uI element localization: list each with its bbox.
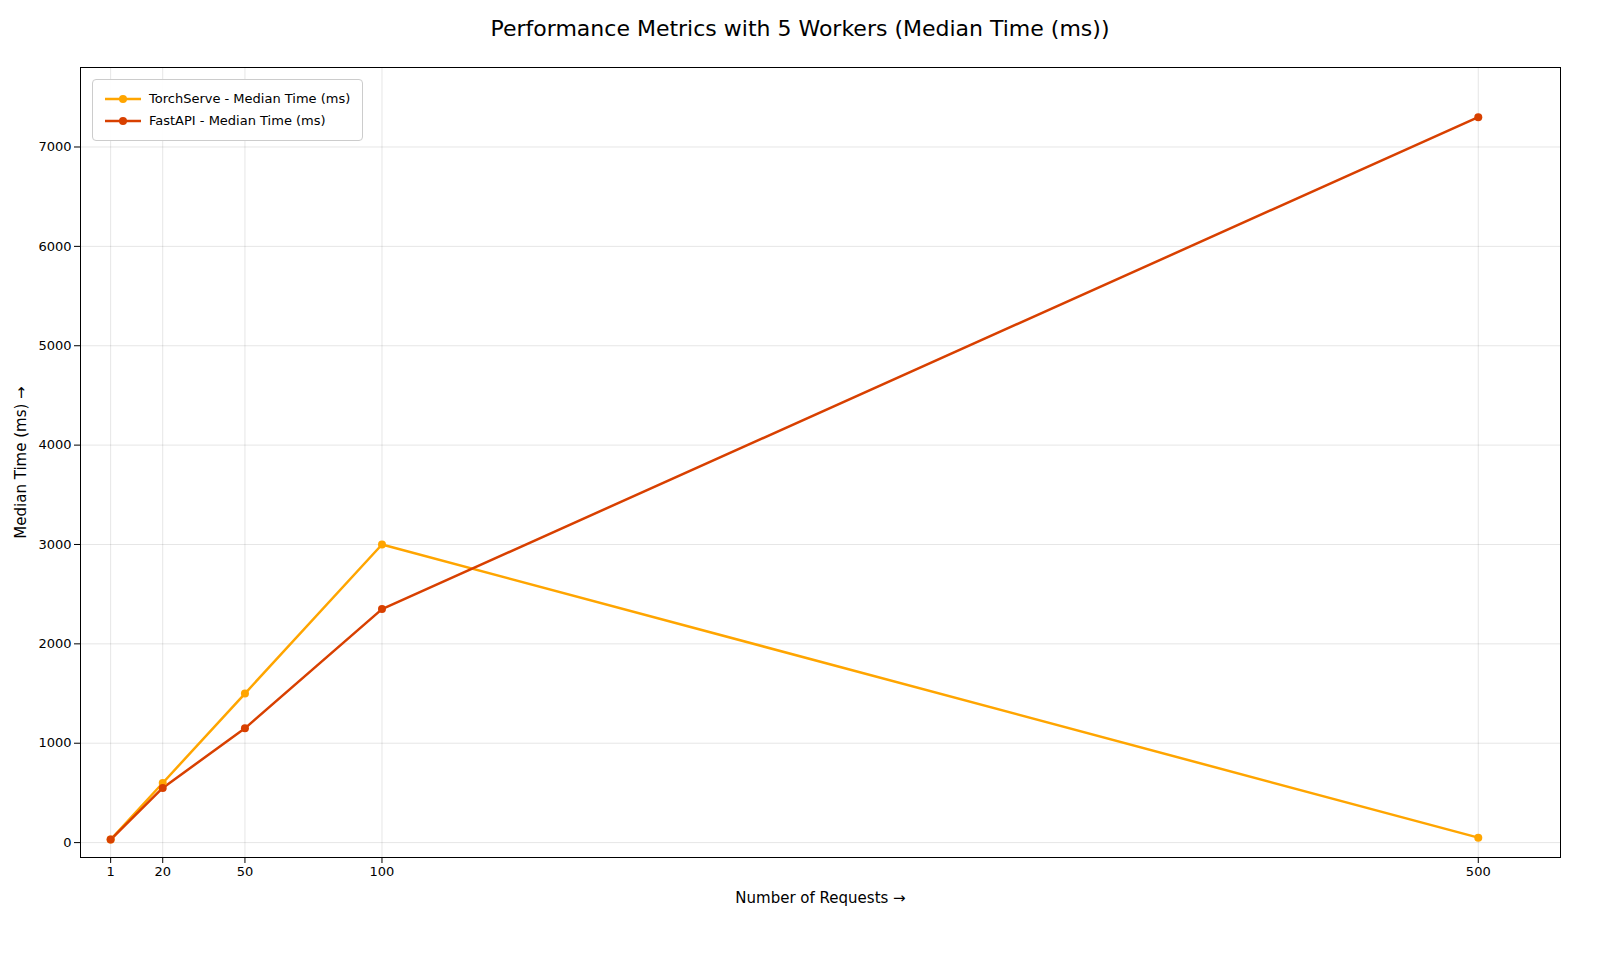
svg-text:500: 500 — [1466, 864, 1491, 879]
html-text:FastAPI - Median Time (ms): FastAPI - Median Time (ms) — [149, 113, 326, 128]
svg-text:2000: 2000 — [38, 636, 71, 651]
svg-text:3000: 3000 — [38, 537, 71, 552]
html-text:Performance Metrics with 5 Wor: Performance Metrics with 5 Workers (Medi… — [490, 16, 1110, 41]
svg-text:1000: 1000 — [38, 735, 71, 750]
svg-text:0: 0 — [63, 835, 71, 850]
svg-text:7000: 7000 — [38, 139, 71, 154]
svg-text:Number of Requests →: Number of Requests → — [735, 889, 905, 907]
svg-text:1: 1 — [107, 864, 115, 879]
svg-text:20: 20 — [154, 864, 171, 879]
svg-text:Median Time (ms) →: Median Time (ms) → — [12, 386, 30, 538]
svg-text:6000: 6000 — [38, 239, 71, 254]
svg-text:4000: 4000 — [38, 437, 71, 452]
svg-text:100: 100 — [370, 864, 395, 879]
svg-text:5000: 5000 — [38, 338, 71, 353]
html-text:TorchServe - Median Time (ms): TorchServe - Median Time (ms) — [149, 91, 351, 106]
svg-text:50: 50 — [237, 864, 254, 879]
